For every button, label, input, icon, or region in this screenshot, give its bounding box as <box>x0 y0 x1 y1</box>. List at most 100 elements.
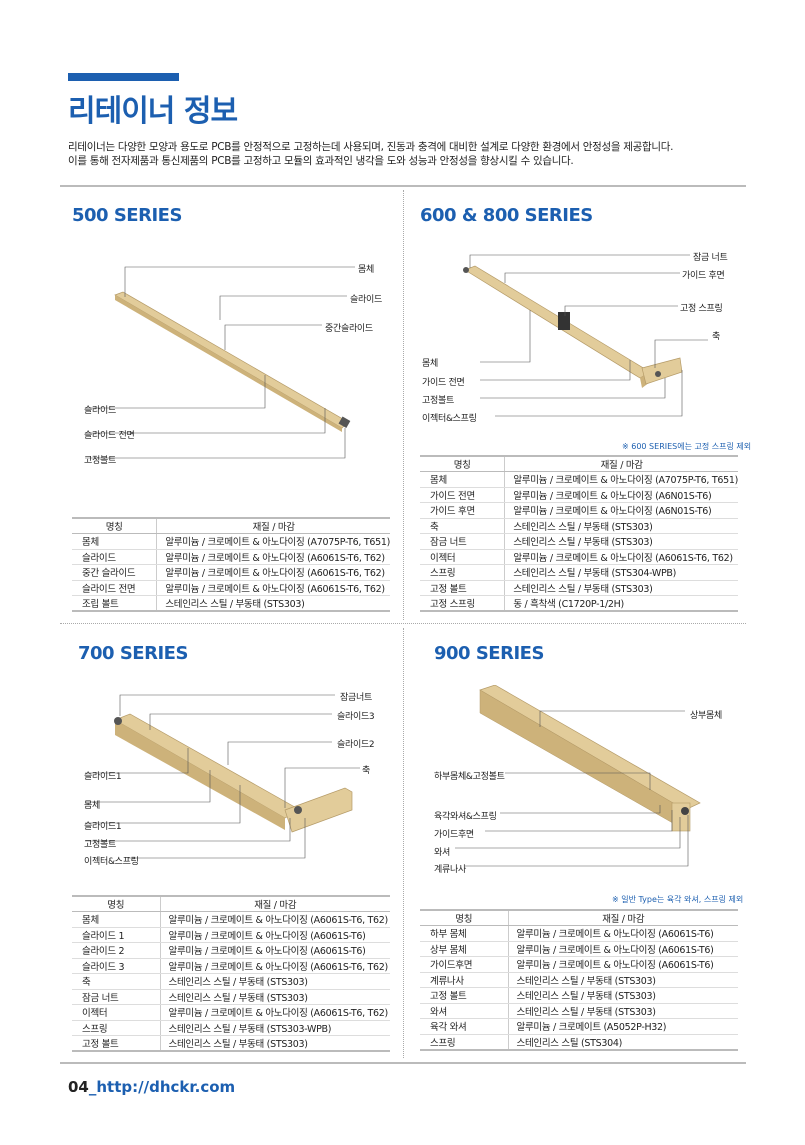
material-cell: 스테인리스 스틸 / 부동태 (STS303-WPB) <box>160 1020 390 1036</box>
section-title-600-800: 600 & 800 SERIES <box>420 205 593 226</box>
label: 몸체 <box>84 801 100 811</box>
label: 상부몸체 <box>690 711 722 721</box>
label: 슬라이드 <box>350 295 382 305</box>
name-cell: 중간 슬라이드 <box>72 564 158 581</box>
label: 고정볼트 <box>84 840 116 850</box>
material-cell: 스테인리스 스틸 / 부동태 (STS303) <box>504 580 738 596</box>
table-row: 이젝터 알루미늄 / 크로메이트 & 아노다이징 (A6061S-T6, T62) <box>72 1004 390 1021</box>
label: 슬라이드 <box>84 406 116 416</box>
material-cell: 알루미늄 / 크로메이트 & 아노다이징 (A6061S-T6, T62) <box>160 1004 390 1021</box>
table-row: 스프링 스테인리스 스틸 / 부동태 (STS304-WPB) <box>420 564 738 581</box>
material-cell: 알루미늄 / 크로메이트 & 아노다이징 (A6061S-T6) <box>508 941 738 957</box>
material-cell: 알루미늄 / 크로메이트 & 아노다이징 (A6061S-T6, T62) <box>156 564 390 581</box>
material-cell: 스테인리스 스틸 / 부동태 (STS303) <box>156 595 390 612</box>
name-cell: 가이드 전면 <box>420 487 506 503</box>
label: 가이드 전면 <box>422 378 465 388</box>
label: 하부몸체&고정볼트 <box>434 772 505 782</box>
name-cell: 계류나사 <box>420 972 509 988</box>
name-cell: 몸체 <box>72 911 161 928</box>
table-row: 가이드 후면 알루미늄 / 크로메이트 & 아노다이징 (A6N01S-T6) <box>420 502 738 519</box>
diagram-600-800 <box>463 254 708 417</box>
spec-table-900: 명칭 재질 / 마감 하부 몸체 알루미늄 / 크로메이트 & 아노다이징 (A606… <box>420 909 738 1051</box>
label: 가이드 후면 <box>682 271 725 281</box>
table-row: 슬라이드 3 알루미늄 / 크로메이트 & 아노다이징 (A6061S-T6, T… <box>72 958 390 974</box>
col-header: 명칭 <box>420 455 506 472</box>
table-row: 고정 볼트 스테인리스 스틸 / 부동태 (STS303) <box>420 987 738 1004</box>
material-cell: 스테인리스 스틸 / 부동태 (STS304-WPB) <box>504 564 738 581</box>
label: 이젝터&스프링 <box>422 414 477 424</box>
material-cell: 알루미늄 / 크로메이트 & 아노다이징 (A6061S-T6) <box>508 925 738 942</box>
note: ※ 일반 Type는 육각 와셔, 스프링 제외 <box>612 895 744 904</box>
name-cell: 이젝터 <box>420 549 506 565</box>
description: 리테이너는 다양한 모양과 용도로 PCB를 안정적으로 고정하는데 사용되며,… <box>68 140 673 168</box>
material-cell: 알루미늄 / 크로메이트 & 아노다이징 (A6061S-T6, T62) <box>160 911 390 928</box>
name-cell: 와셔 <box>420 1003 509 1019</box>
col-header: 재질 / 마감 <box>160 895 390 912</box>
label: 이젝터&스프링 <box>84 857 139 867</box>
name-cell: 가이드 후면 <box>420 502 506 519</box>
material-cell: 알루미늄 / 크로메이트 & 아노다이징 (A6061S-T6, T62) <box>156 549 390 565</box>
divider <box>60 1062 746 1064</box>
name-cell: 스프링 <box>420 1034 509 1051</box>
name-cell: 고정 볼트 <box>420 580 506 596</box>
table-row: 조립 볼트 스테인리스 스틸 / 부동태 (STS303) <box>72 595 390 612</box>
material-cell: 알루미늄 / 크로메이트 & 아노다이징 (A6N01S-T6) <box>504 487 738 503</box>
label: 육각와셔&스프링 <box>434 812 497 822</box>
material-cell: 스테인리스 스틸 / 부동태 (STS303) <box>508 1003 738 1019</box>
col-header: 명칭 <box>72 895 161 912</box>
footer-url[interactable]: _http://dhckr.com <box>88 1078 236 1096</box>
desc-line: 이를 통해 전자제품과 통신제품의 PCB를 고정하고 모듈의 효과적인 냉각을… <box>68 155 574 167</box>
col-header: 재질 / 마감 <box>156 517 390 534</box>
material-cell: 알루미늄 / 크로메이트 & 아노다이징 (A6061S-T6) <box>160 942 390 959</box>
footer: 04_http://dhckr.com <box>68 1078 235 1096</box>
section-title-700: 700 SERIES <box>78 643 188 664</box>
label: 몸체 <box>358 265 374 275</box>
table-row: 축 스테인리스 스틸 / 부동태 (STS303) <box>420 518 738 534</box>
table-row: 와셔 스테인리스 스틸 / 부동태 (STS303) <box>420 1003 738 1019</box>
table-row: 고정 볼트 스테인리스 스틸 / 부동태 (STS303) <box>72 1035 390 1052</box>
label: 고정볼트 <box>422 396 454 406</box>
name-cell: 육각 와셔 <box>420 1018 509 1035</box>
label: 계류나사 <box>434 865 466 875</box>
name-cell: 슬라이드 전면 <box>72 580 158 596</box>
material-cell: 알루미늄 / 크로메이트 & 아노다이징 (A7075P-T6, T651) <box>156 533 390 550</box>
material-cell: 알루미늄 / 크로메이트 (A5052P-H32) <box>508 1018 738 1035</box>
name-cell: 슬라이드 1 <box>72 927 161 943</box>
material-cell: 알루미늄 / 크로메이트 & 아노다이징 (A7075P-T6, T651) <box>504 471 738 488</box>
label: 슬라이드1 <box>84 822 122 832</box>
table-row: 가이드 전면 알루미늄 / 크로메이트 & 아노다이징 (A6N01S-T6) <box>420 487 738 503</box>
note: ※ 600 SERIES에는 고정 스프링 제외 <box>622 442 752 451</box>
name-cell: 슬라이드 2 <box>72 942 161 959</box>
material-cell: 알루미늄 / 크로메이트 & 아노다이징 (A6061S-T6) <box>508 956 738 973</box>
name-cell: 잠금 너트 <box>72 989 161 1005</box>
table-row: 슬라이드 알루미늄 / 크로메이트 & 아노다이징 (A6061S-T6, T62… <box>72 549 390 565</box>
spec-table-500: 명칭 재질 / 마감 몸체 알루미늄 / 크로메이트 & 아노다이징 (A7075P-… <box>72 517 390 612</box>
table-row: 몸체 알루미늄 / 크로메이트 & 아노다이징 (A7075P-T6, T651) <box>72 533 390 550</box>
material-cell: 스테인리스 스틸 / 부동태 (STS303) <box>508 972 738 988</box>
table-row: 상부 몸체 알루미늄 / 크로메이트 & 아노다이징 (A6061S-T6) <box>420 941 738 957</box>
name-cell: 스프링 <box>420 564 506 581</box>
name-cell: 상부 몸체 <box>420 941 509 957</box>
label: 슬라이드1 <box>84 772 122 782</box>
label: 가이드후면 <box>434 830 474 840</box>
name-cell: 가이드후면 <box>420 956 509 973</box>
table-row: 중간 슬라이드 알루미늄 / 크로메이트 & 아노다이징 (A6061S-T6, … <box>72 564 390 581</box>
label: 고정볼트 <box>84 456 116 466</box>
name-cell: 하부 몸체 <box>420 925 509 942</box>
table-row: 슬라이드 전면 알루미늄 / 크로메이트 & 아노다이징 (A6061S-T6, … <box>72 580 390 596</box>
name-cell: 잠금 너트 <box>420 533 506 550</box>
label: 축 <box>712 332 720 342</box>
material-cell: 스테인리스 스틸 / 부동태 (STS303) <box>160 973 390 990</box>
desc-line: 리테이너는 다양한 모양과 용도로 PCB를 안정적으로 고정하는데 사용되며,… <box>68 141 674 153</box>
table-row: 계류나사 스테인리스 스틸 / 부동태 (STS303) <box>420 972 738 988</box>
divider <box>403 628 404 1058</box>
label: 축 <box>362 766 370 776</box>
spec-table-600-800: 명칭 재질 / 마감 몸체 알루미늄 / 크로메이트 & 아노다이징 (A7075P-… <box>420 455 738 612</box>
material-cell: 스테인리스 스틸 / 부동태 (STS303) <box>504 533 738 550</box>
col-header: 명칭 <box>420 909 509 926</box>
label: 슬라이드3 <box>337 712 375 722</box>
divider <box>60 185 746 187</box>
material-cell: 스테인리스 스틸 / 부동태 (STS303) <box>504 518 738 534</box>
table-row: 몸체 알루미늄 / 크로메이트 & 아노다이징 (A6061S-T6, T62) <box>72 911 390 928</box>
table-row: 고정 볼트 스테인리스 스틸 / 부동태 (STS303) <box>420 580 738 596</box>
